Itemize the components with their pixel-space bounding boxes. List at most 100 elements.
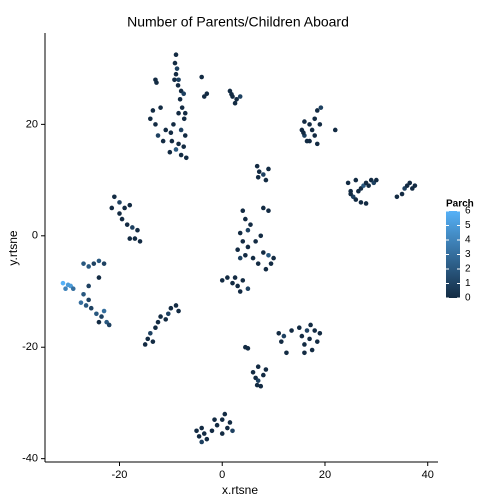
point [117,211,122,216]
point [63,286,68,292]
point [81,261,86,266]
point [199,439,204,445]
point [266,208,271,214]
point [83,303,89,308]
point [112,194,117,200]
point [194,428,199,434]
point [204,436,210,442]
point [404,183,410,188]
point [173,147,179,152]
point [176,77,181,83]
point [154,80,159,85]
point [155,319,161,325]
point [130,225,135,230]
point [308,322,313,328]
point [318,105,324,110]
point [219,431,225,436]
point [258,383,264,389]
point [150,339,156,344]
point [234,97,239,102]
colorbar-label: 2 [465,264,471,275]
point [314,141,320,147]
point [172,77,177,83]
point [255,364,261,370]
point [271,255,276,261]
point [60,280,66,286]
point [302,119,307,124]
point [222,411,228,417]
point [258,233,264,239]
point [201,431,207,436]
y-axis-title: y.rtsne [6,230,20,265]
point [240,278,246,283]
point [317,331,323,336]
point [163,317,169,322]
point [174,66,180,71]
colorbar-label: 6 [465,206,471,217]
point [243,216,248,222]
point [240,208,246,214]
y-tick-label: -20 [22,341,38,353]
point [153,325,158,331]
point [301,130,306,136]
point [178,152,184,158]
point [276,331,282,336]
point [255,378,261,383]
point [99,314,104,319]
point [263,367,269,372]
point [219,417,225,422]
point [227,420,233,425]
point [171,122,176,127]
point [353,197,359,202]
point [348,191,353,197]
point [86,264,91,269]
point [101,261,107,266]
point [232,275,238,280]
point [284,350,289,356]
point [412,183,418,188]
point [145,336,151,342]
point [158,314,163,319]
point [232,100,238,106]
point [168,305,174,311]
point [237,230,243,236]
point [212,417,217,422]
point [237,255,243,261]
point [169,138,175,144]
point [155,133,161,138]
y-tick-label: -40 [22,453,38,465]
point [235,247,240,253]
point [237,289,243,294]
y-tick-label: 20 [26,118,38,130]
x-tick-label: 20 [319,469,331,481]
point [374,177,379,183]
legend-title: Parch [446,199,474,210]
point [173,71,179,77]
point [214,422,220,428]
point [363,201,369,206]
point [182,133,188,138]
point [167,149,173,155]
point [135,227,140,233]
x-axis-title: x.rtsne [222,483,258,497]
point [96,319,102,325]
point [173,52,179,58]
point [209,428,215,434]
point [173,303,179,308]
x-tick-label: 0 [219,469,225,481]
x-tick-label: 40 [422,469,434,481]
point [127,236,133,241]
x-tick-label: -20 [112,469,128,481]
point [237,94,243,99]
colorbar [446,211,460,298]
point [399,191,405,197]
point [243,253,248,258]
point [255,261,261,266]
point [250,370,256,375]
point [230,280,235,286]
point [153,122,158,127]
point [176,308,181,314]
point [199,74,204,80]
point [281,333,287,339]
point [70,286,76,292]
